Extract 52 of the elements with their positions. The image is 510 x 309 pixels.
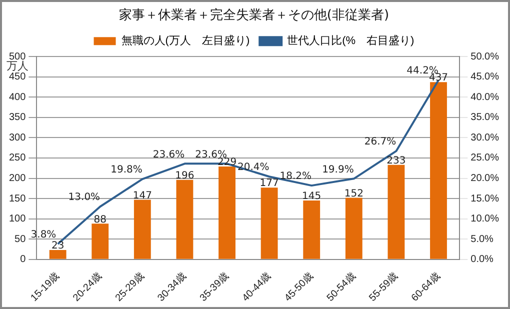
y-tick-label: 350 — [8, 112, 26, 124]
data-label: 88 — [94, 214, 106, 226]
y-axis-title: 万人 — [6, 60, 29, 73]
bar — [303, 200, 320, 259]
data-label: 152 — [344, 188, 364, 200]
data-label: 18.2% — [280, 171, 312, 182]
y2-tick-label: 15.0% — [470, 193, 500, 204]
data-label: 23 — [51, 240, 64, 252]
y-tick-label: 0 — [20, 254, 26, 266]
y-tick-label: 500 — [8, 51, 26, 62]
data-label: 19.8% — [110, 164, 142, 176]
bar — [134, 200, 151, 259]
bar — [260, 188, 278, 259]
bar — [176, 180, 194, 259]
data-label: 437 — [428, 72, 448, 84]
data-label: 26.7% — [364, 136, 396, 148]
y2-tick-label: 45.0% — [470, 72, 500, 83]
y2-tick-label: 20.0% — [470, 173, 500, 184]
data-label: 13.0% — [68, 192, 100, 204]
y-tick-label: 150 — [8, 193, 26, 204]
y-tick-label: 200 — [8, 173, 26, 184]
bar — [430, 82, 447, 259]
legend-label: 無職の人(万人 左目盛り) — [121, 34, 250, 48]
bar — [92, 224, 109, 259]
bar — [345, 198, 362, 259]
y2-tick-label: 0.0% — [470, 254, 494, 266]
y2-tick-label: 10.0% — [470, 214, 500, 225]
data-label: 3.8% — [30, 230, 56, 241]
bar — [388, 164, 405, 259]
y2-tick-label: 50.0% — [470, 51, 500, 62]
legend-label: 世代人口比(% 右目盛り) — [287, 34, 414, 48]
data-label: 23.6% — [152, 149, 185, 160]
y-tick-label: 400 — [8, 92, 26, 103]
y2-tick-label: 40.0% — [470, 92, 500, 103]
data-label: 177 — [260, 178, 279, 190]
y-tick-label: 100 — [8, 214, 26, 225]
data-label: 196 — [175, 170, 194, 182]
bar — [218, 166, 236, 259]
data-label: 145 — [302, 191, 322, 202]
y2-tick-label: 5.0% — [470, 234, 494, 245]
bar — [49, 250, 66, 259]
y-tick-label: 250 — [8, 152, 26, 164]
y2-tick-label: 25.0% — [470, 152, 500, 164]
y2-tick-label: 30.0% — [470, 132, 500, 144]
y-tick-label: 300 — [8, 132, 26, 144]
y-tick-label: 450 — [8, 72, 26, 83]
data-label: 233 — [386, 155, 406, 166]
y2-tick-label: 35.0% — [470, 112, 500, 124]
data-label: 147 — [132, 190, 152, 202]
y-tick-label: 50 — [14, 234, 26, 245]
chart-title: 家事＋休業者＋完全失業者＋その他(非従業者) — [118, 7, 390, 24]
data-label: 19.9% — [322, 164, 354, 176]
